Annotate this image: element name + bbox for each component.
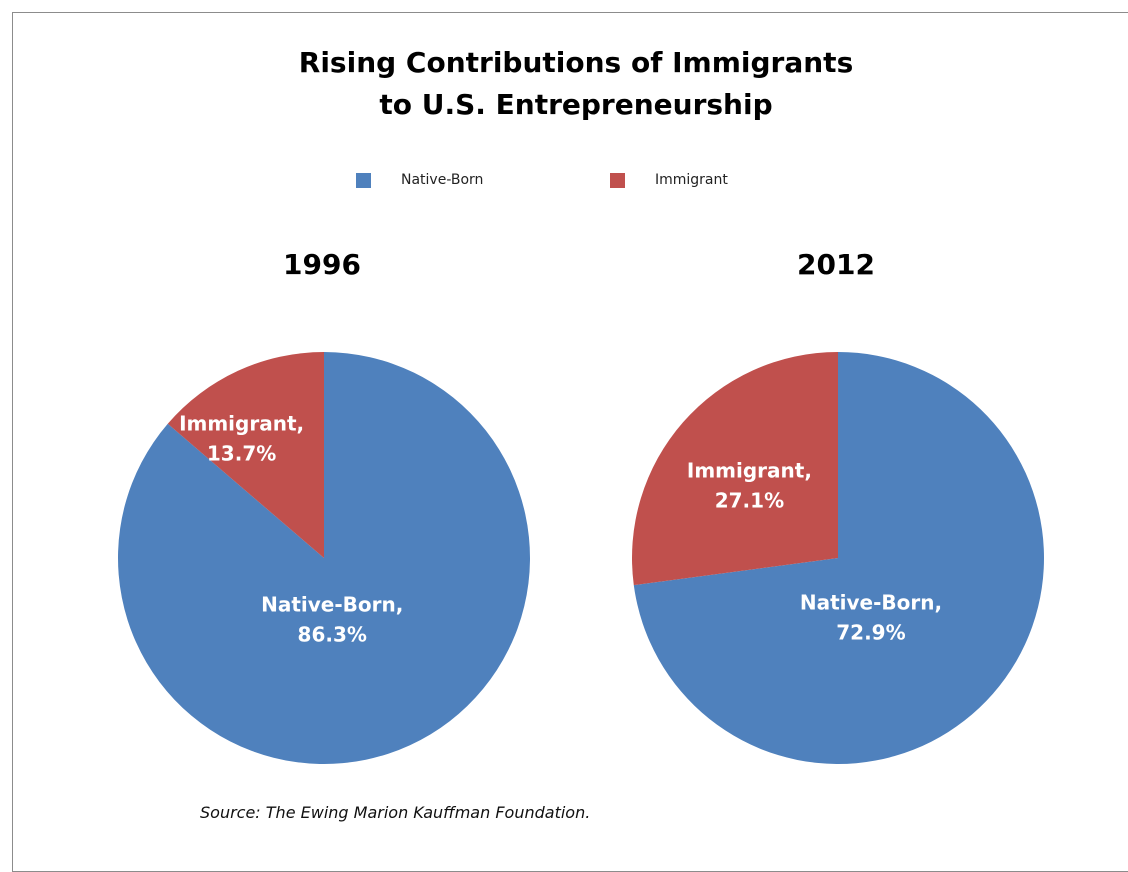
data-label-value: 72.9% xyxy=(836,621,905,645)
legend-label-native-born: Native-Born xyxy=(401,172,484,188)
legend-swatch-immigrant xyxy=(610,172,625,188)
data-label-category: Native-Born, xyxy=(800,591,942,615)
pie-slice-native-born xyxy=(633,352,1044,764)
legend-item-immigrant: Immigrant xyxy=(610,172,728,188)
data-label-native-born: Native-Born, 86.3% xyxy=(261,593,403,647)
pie-slice-immigrant xyxy=(632,352,838,586)
source-note: Source: The Ewing Marion Kauffman Founda… xyxy=(200,803,591,822)
legend-swatch-native-born xyxy=(356,172,371,188)
legend: Native-Born Immigrant xyxy=(356,169,728,191)
pie-slice-immigrant xyxy=(167,352,324,558)
chart-title-line-1: Rising Contributions of Immigrants xyxy=(298,46,854,79)
pie-chart-1996: Native-Born, 86.3% Immigrant, 13.7% xyxy=(117,352,530,764)
chart-title-line-2: to U.S. Entrepreneurship xyxy=(379,88,773,121)
data-label-category: Immigrant, xyxy=(687,459,812,483)
data-label-category: Immigrant, xyxy=(179,411,304,435)
chart-title: Rising Contributions of Immigrants to U.… xyxy=(12,42,1128,126)
legend-item-native-born: Native-Born xyxy=(356,172,610,188)
data-label-value: 13.7% xyxy=(207,441,276,465)
pie-title-2012: 2012 xyxy=(797,248,875,281)
pie-chart-2012: Native-Born, 72.9% Immigrant, 27.1% xyxy=(632,352,1044,764)
data-label-native-born: Native-Born, 72.9% xyxy=(800,591,942,645)
pie-title-1996: 1996 xyxy=(283,248,361,281)
data-label-value: 86.3% xyxy=(298,623,367,647)
data-label-immigrant: Immigrant, 13.7% xyxy=(179,411,304,465)
legend-label-immigrant: Immigrant xyxy=(655,172,728,188)
pie-slice-native-born xyxy=(117,352,530,764)
data-label-value: 27.1% xyxy=(715,489,784,513)
data-label-immigrant: Immigrant, 27.1% xyxy=(687,459,812,513)
data-label-category: Native-Born, xyxy=(261,593,403,617)
